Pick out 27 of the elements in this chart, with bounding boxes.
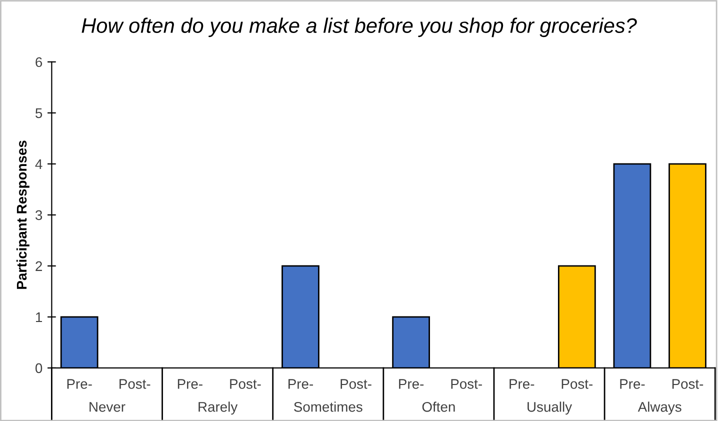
text: Post- [451, 379, 482, 389]
y-tick-label: 2 [36, 261, 42, 271]
y-tick-label: 3 [35, 210, 42, 220]
y-tick-label: 1 [36, 312, 42, 322]
text: Post- [120, 379, 150, 389]
x-tick-label: Sometimes [294, 402, 362, 412]
text: Pre- [288, 379, 313, 389]
series-label: Post- [562, 379, 593, 389]
x-tick-label: Rarely [198, 402, 238, 415]
x-tick-label: Never [90, 402, 126, 412]
y-tick-label: 4 [35, 159, 42, 169]
text: Pre- [510, 379, 534, 389]
y-tick-label: 5 [36, 108, 42, 118]
x-tick-label: Often [422, 402, 455, 412]
x-tick-label: Usually [528, 402, 572, 415]
y-tick-label: 6 [36, 57, 42, 68]
text: Pre- [178, 379, 202, 389]
y-tick-label: 0 [35, 363, 42, 374]
text: Post- [340, 379, 372, 389]
text: Pre- [620, 379, 645, 389]
chart-title: How often do you make a list before you shop for groceries? [82, 18, 637, 38]
text: Post- [672, 379, 704, 389]
y-axis-title: Participant Responses [16, 140, 30, 289]
series-label: Pre- [67, 379, 92, 389]
x-tick-label: Always [638, 402, 682, 415]
text: Post- [230, 379, 261, 389]
text: Pre- [399, 379, 424, 389]
